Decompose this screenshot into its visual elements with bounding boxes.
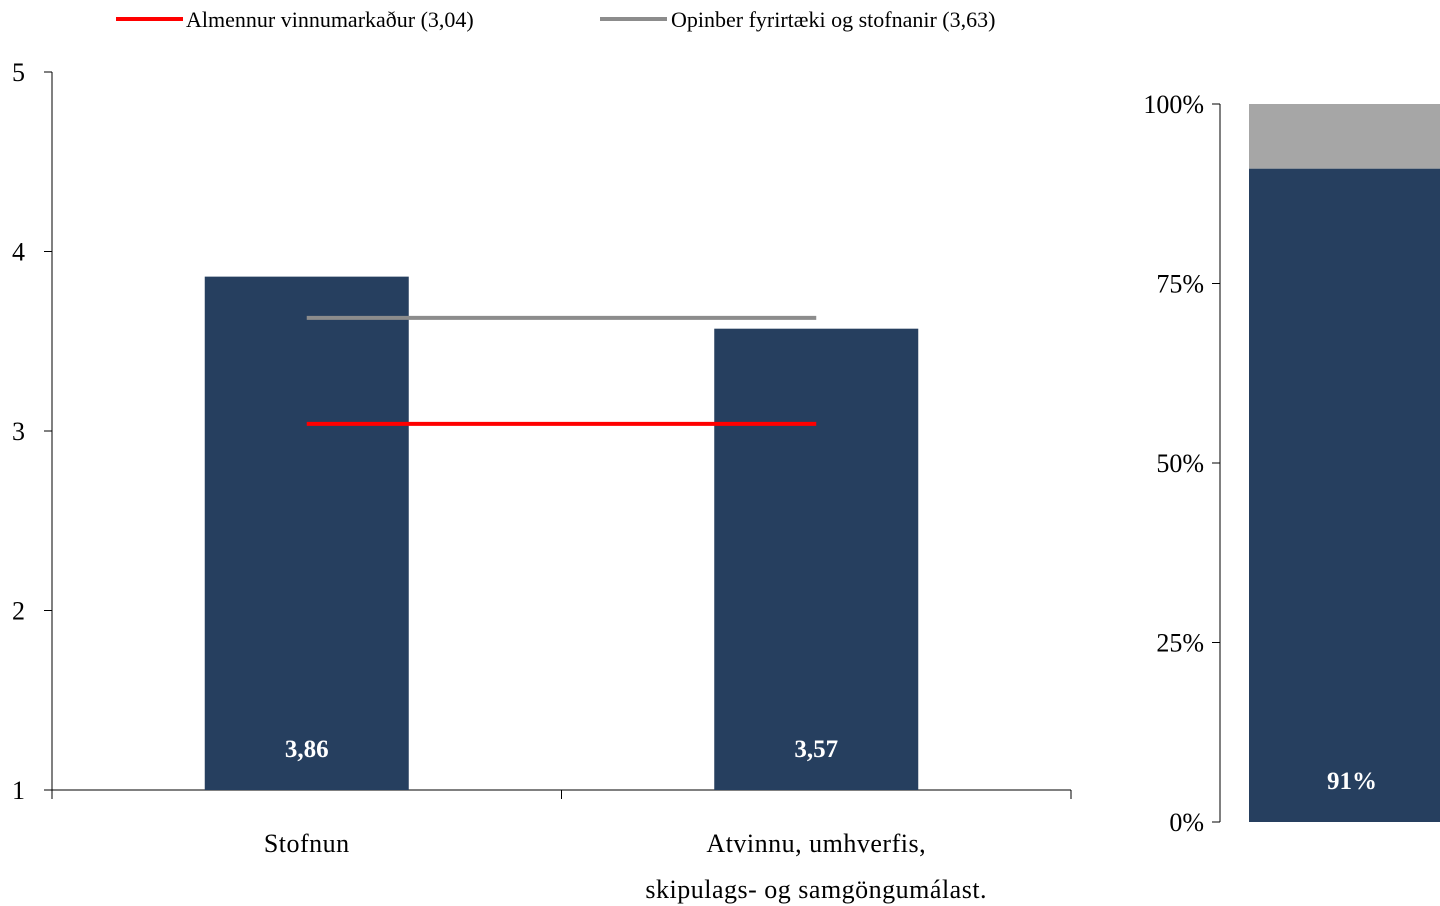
- left-bar-chart: 1 2 3 4 5 3,86 3,57 Stofnun Atvinnu, umhverfis, s…: [12, 58, 1072, 904]
- left-y-tick-label: 5: [12, 58, 25, 87]
- right-y-tick-label: 50%: [1156, 449, 1204, 478]
- category-label: Stofnun: [264, 829, 350, 858]
- stacked-bar-value-label: 91%: [1327, 768, 1377, 795]
- left-y-tick-label: 3: [12, 417, 25, 446]
- bar: [204, 276, 409, 790]
- stacked-bar-segment-rest: [1249, 104, 1440, 169]
- right-y-tick-label: 100%: [1143, 90, 1204, 119]
- bar-value-label: 3,57: [794, 736, 838, 763]
- left-y-tick-label: 4: [12, 238, 25, 267]
- right-stacked-chart: 0% 25% 50% 75% 100% 91%: [1143, 90, 1440, 837]
- stacked-bar-segment-main: [1249, 168, 1440, 822]
- left-y-tick-label: 2: [12, 597, 25, 626]
- left-y-tick-label: 1: [12, 776, 25, 805]
- right-y-tick-label: 75%: [1156, 270, 1204, 299]
- legend-label-almennur: Almennur vinnumarkaður (3,04): [186, 7, 474, 32]
- legend: Almennur vinnumarkaður (3,04) Opinber fy…: [116, 7, 995, 32]
- right-y-tick-label: 25%: [1156, 629, 1204, 658]
- category-label: skipulags- og samgöngumálast.: [645, 875, 987, 904]
- bar: [714, 328, 919, 790]
- category-label: Atvinnu, umhverfis,: [706, 829, 926, 858]
- bar-value-label: 3,86: [285, 736, 329, 763]
- right-y-tick-label: 0%: [1169, 808, 1204, 837]
- legend-label-opinber: Opinber fyrirtæki og stofnanir (3,63): [671, 7, 995, 32]
